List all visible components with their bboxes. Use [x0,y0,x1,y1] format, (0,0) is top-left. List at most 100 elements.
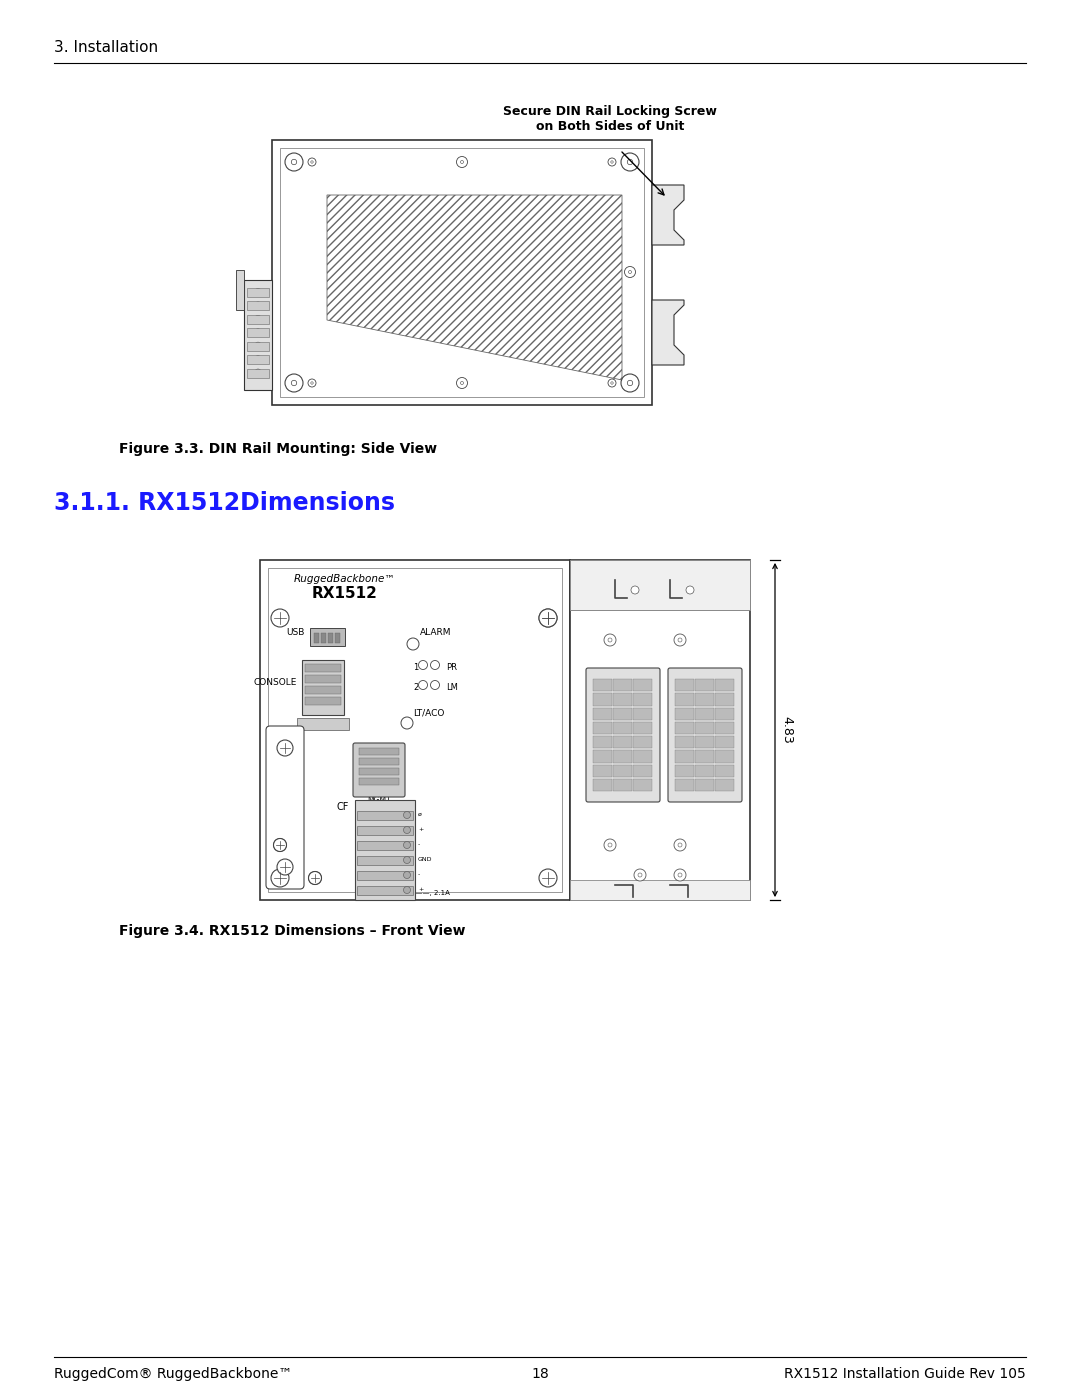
Text: PR: PR [446,664,457,672]
Bar [696,750,714,763]
Bar [633,736,652,749]
Text: RX1512 Installation Guide Rev 105: RX1512 Installation Guide Rev 105 [784,1368,1026,1382]
Bar [696,722,714,733]
Text: Figure 3.4. RX1512 Dimensions – Front View: Figure 3.4. RX1512 Dimensions – Front Vi… [119,923,465,937]
Circle shape [674,840,686,851]
Bar [335,633,340,643]
Bar [244,279,272,390]
Bar [355,800,415,900]
Circle shape [255,356,261,363]
Circle shape [608,379,616,387]
Text: 3. Installation: 3. Installation [54,41,158,54]
Bar [613,722,632,733]
Bar [321,633,326,643]
Circle shape [674,869,686,882]
Circle shape [460,161,463,163]
Circle shape [276,740,293,756]
Circle shape [419,661,428,669]
Text: -: - [418,872,420,877]
Bar [633,778,652,791]
Bar [593,707,612,719]
Circle shape [621,374,639,393]
Bar [613,693,632,705]
Text: +: + [418,887,423,893]
Bar [357,870,413,880]
Circle shape [404,856,410,863]
Bar [675,722,694,733]
Circle shape [678,638,681,643]
Circle shape [431,661,440,669]
Circle shape [309,872,322,884]
Bar [675,736,694,749]
Bar [305,664,341,672]
Text: LT/ACO: LT/ACO [413,708,444,717]
Circle shape [539,609,557,627]
FancyBboxPatch shape [353,743,405,798]
Circle shape [271,869,289,887]
Circle shape [431,680,440,690]
Bar [357,841,413,849]
Circle shape [608,842,612,847]
Circle shape [674,634,686,645]
Bar [268,569,562,893]
Text: -: - [418,842,420,847]
Circle shape [608,638,612,643]
Bar [247,369,269,377]
Text: Secure DIN Rail Locking Screw: Secure DIN Rail Locking Screw [503,105,717,117]
Bar [633,750,652,763]
Bar [357,812,413,820]
FancyBboxPatch shape [669,668,742,802]
Text: 1: 1 [413,664,418,672]
Bar [696,764,714,777]
Bar [675,679,694,692]
Circle shape [255,369,261,376]
Circle shape [255,302,261,309]
Bar [357,856,413,865]
Bar [613,707,632,719]
Circle shape [292,380,297,386]
Circle shape [638,873,642,877]
Bar [696,679,714,692]
Bar [359,759,399,766]
Circle shape [404,872,410,879]
Bar [272,140,652,405]
Text: RuggedBackbone™: RuggedBackbone™ [294,574,396,584]
Bar [570,560,750,610]
Bar [305,697,341,705]
Text: 18: 18 [531,1368,549,1382]
Bar [613,764,632,777]
Text: MGMT: MGMT [367,796,391,805]
Bar [593,722,612,733]
Bar [593,693,612,705]
Bar [633,764,652,777]
Circle shape [457,377,468,388]
Bar [675,778,694,791]
Bar [715,707,734,719]
Circle shape [604,840,616,851]
Bar [633,679,652,692]
Bar [247,328,269,337]
Text: USB: USB [286,629,305,637]
Circle shape [276,859,293,875]
Bar [593,736,612,749]
Text: 3.1.1. RX1512Dimensions: 3.1.1. RX1512Dimensions [54,490,395,515]
Circle shape [634,869,646,882]
Bar [696,707,714,719]
Circle shape [255,328,261,335]
Circle shape [273,838,286,852]
Circle shape [604,634,616,645]
Circle shape [255,289,261,296]
Bar [613,750,632,763]
Circle shape [401,717,413,729]
Bar [593,778,612,791]
Bar [715,679,734,692]
Bar [297,718,349,731]
Circle shape [631,585,639,594]
Text: RuggedCom® RuggedBackbone™: RuggedCom® RuggedBackbone™ [54,1368,293,1382]
Bar [570,880,750,900]
Circle shape [404,827,410,834]
Circle shape [311,381,313,384]
Circle shape [460,381,463,384]
Bar [633,707,652,719]
Bar [715,750,734,763]
